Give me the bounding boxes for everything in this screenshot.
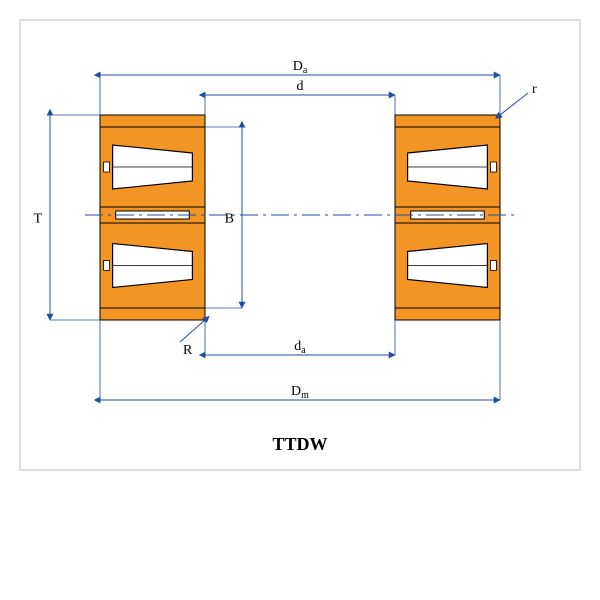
dim-d-label: d: [297, 79, 304, 94]
bearing-block: [100, 115, 205, 320]
label-r: r: [532, 82, 537, 97]
leader-r: [500, 93, 528, 115]
leader-R: [180, 320, 205, 342]
dim-da-label: da: [294, 339, 306, 356]
dim-Da-label: Da: [293, 59, 308, 76]
bearing-block: [395, 115, 500, 320]
dim-T-label: T: [33, 212, 42, 227]
label-R: R: [183, 343, 193, 358]
title: TTDW: [272, 434, 327, 454]
dim-Dm-label: Dm: [291, 384, 309, 401]
dim-B-label: B: [225, 212, 234, 227]
